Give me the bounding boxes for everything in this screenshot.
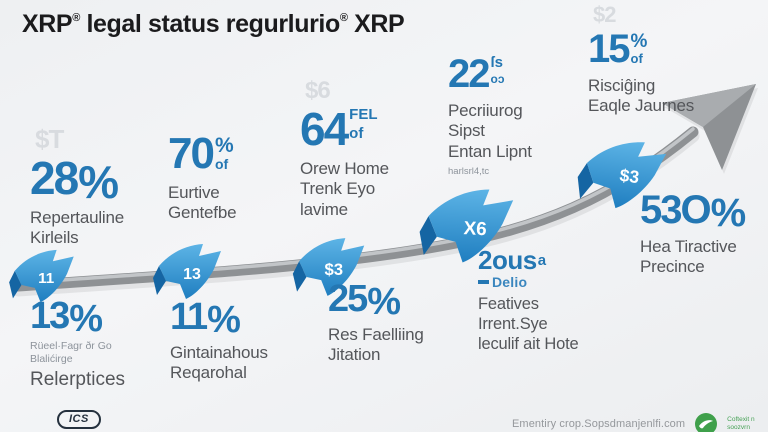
- stat-label: Eurtive Gentefbe: [168, 183, 237, 223]
- credit-text: Ementiry crop.Sopsdmanjenlfi.com: [512, 418, 686, 430]
- stat-block-64: $6 64 FEL of Orew Home Trenk Eyo lavime: [300, 79, 389, 220]
- registered-mark-icon: ®: [339, 11, 348, 24]
- stat-label: Relerptices: [30, 369, 126, 391]
- stat-value: 28: [30, 152, 79, 204]
- flag-label: X6: [463, 218, 487, 240]
- stat-label: Risciĝing Eaqle Jaurnes: [588, 76, 695, 116]
- stat-block-530pct: 53O % Hea Tiractive Precince: [640, 188, 747, 278]
- stat-value: 22: [448, 52, 490, 96]
- flag-marker-1: 11: [9, 249, 74, 303]
- of-word: of: [214, 156, 229, 172]
- stat-block-25pct: 25 % Res Faelliing Jitation: [328, 280, 424, 366]
- stat-label: Repertauline Kirleils: [30, 208, 124, 248]
- dash-icon: [478, 280, 489, 284]
- percent-sign: %: [207, 299, 241, 342]
- stat-block-22: 22 ſs oɔ Pecriiurog Sipst Entan Lipnt ha…: [448, 54, 532, 177]
- stat-footnote: harlsrl4,tc: [448, 166, 490, 178]
- stat-value: 64: [300, 103, 349, 155]
- stat-ghost-value: $2: [593, 2, 616, 27]
- flag-marker-3: $3: [292, 238, 365, 296]
- percent-sign: %: [78, 155, 119, 208]
- stat-value: 15: [588, 27, 630, 71]
- stat-superscript: FEL: [349, 106, 378, 123]
- title-part: XRP: [347, 10, 405, 38]
- flag-label: $3: [619, 165, 641, 187]
- stat-label: Orew Home Trenk Eyo lavime: [300, 159, 389, 219]
- registered-mark-icon: ®: [72, 11, 80, 24]
- stat-tagline: Delio: [478, 275, 578, 289]
- page-title: XRP® legal status regurlurio® XRP: [22, 10, 405, 39]
- stat-block-13pct: 13 % Rüeel·Fagr ðr Go Blalićirge Relerpt…: [30, 297, 125, 389]
- stat-subscript: oɔ: [490, 72, 505, 86]
- stat-value: 11: [170, 296, 208, 338]
- stat-block-11pct: 11 % Gintainahous Reqarohal: [170, 298, 268, 384]
- stat-label: Res Faelliing Jitation: [328, 325, 424, 365]
- stat-label: Pecriiurog Sipst Entan Lipnt: [448, 101, 532, 161]
- stat-block-70pct: 70 % of Eurtive Gentefbe: [168, 129, 237, 224]
- stat-value: 2ous: [478, 245, 537, 275]
- stat-label: Featives Irrent.Sye leculif ait Hote: [478, 295, 579, 353]
- of-word: of: [630, 51, 643, 66]
- stat-value: 53O: [640, 188, 712, 232]
- title-part: legal status regurlurio: [79, 10, 340, 38]
- ics-logo-badge: ICS: [57, 410, 101, 429]
- stat-block-15pct: $2 15 % of Risciĝing Eaqle Jaurnes: [588, 4, 694, 117]
- arrowhead-top-facet: [662, 84, 756, 127]
- stat-subscript: a: [537, 252, 547, 269]
- flag-marker-5: $3: [577, 142, 667, 209]
- stat-label: Gintainahous Reqarohal: [170, 343, 268, 383]
- percent-sign: %: [367, 281, 401, 324]
- stat-ghost-value: $6: [305, 77, 331, 104]
- title-part: XRP: [22, 10, 73, 38]
- stat-label: Hea Tiractive Precince: [640, 237, 737, 277]
- stat-ghost-value: $T: [35, 124, 64, 154]
- stat-value: 13: [30, 295, 70, 337]
- stat-block-28pct: $T 28 % Repertauline Kirleils: [30, 126, 124, 249]
- flag-label: 13: [183, 266, 201, 283]
- percent-sign: %: [214, 134, 234, 157]
- percent-sign: %: [710, 191, 747, 236]
- stat-value: 70: [168, 129, 215, 178]
- flag-marker-4: X6: [419, 189, 514, 263]
- green-logo-icon: [695, 413, 718, 432]
- footer-credits: Ementiry crop.Sopsdmanjenlfi.com Coftexi…: [512, 412, 755, 432]
- badge-caption: Coftexit n soozvrn: [727, 415, 755, 431]
- curve-line: [12, 126, 699, 292]
- flag-label: $3: [324, 260, 343, 279]
- stat-fineprint: Rüeel·Fagr ðr Go Blalićirge: [30, 340, 112, 366]
- stat-value: 25: [328, 278, 368, 320]
- stat-block-2ousa: 2ous a Delio Featives Irrent.Sye leculif…: [478, 245, 579, 354]
- of-word: of: [349, 125, 364, 142]
- percent-sign: %: [69, 298, 103, 341]
- stat-superscript: ſs: [490, 54, 504, 71]
- flag-marker-2: 13: [153, 244, 221, 299]
- flag-label: 11: [38, 270, 55, 287]
- percent-sign: %: [630, 31, 648, 52]
